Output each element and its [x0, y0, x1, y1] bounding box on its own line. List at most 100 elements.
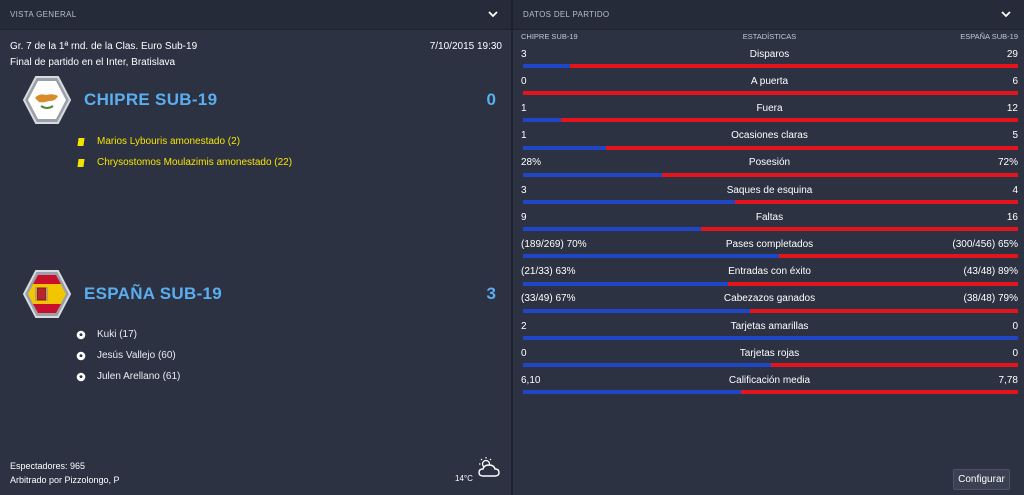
stat-bar — [523, 91, 1018, 96]
stat-bar — [523, 118, 1018, 123]
venue-label: Final de partido en el Inter, Bratislava — [10, 56, 176, 68]
stat-row: (33/49) 67% Cabezazos ganados (38/48) 79% — [521, 289, 1018, 316]
ball-icon — [76, 330, 86, 340]
stat-label: Fuera — [756, 102, 783, 114]
stat-away-value: 5 — [1012, 130, 1018, 142]
match-datetime: 7/10/2015 19:30 — [429, 40, 502, 52]
stat-bar-away — [735, 200, 1018, 204]
event-text[interactable]: Jesús Vallejo (60) — [97, 350, 176, 361]
stat-bar-away — [605, 145, 1018, 150]
stat-away-value: 7,78 — [998, 374, 1018, 386]
stat-home-value: 3 — [521, 48, 527, 60]
stat-bar-home — [523, 363, 771, 368]
stat-labels: (33/49) 67% Cabezazos ganados (38/48) 79% — [521, 289, 1018, 309]
stat-home-value: 6,10 — [521, 374, 541, 386]
stat-row: (21/33) 63% Entradas con éxito (43/48) 89% — [521, 262, 1018, 289]
competition-label: Gr. 7 de la 1ª rnd. de la Clas. Euro Sub… — [10, 40, 198, 52]
stat-away-value: 0 — [1012, 320, 1018, 332]
stat-row: 3 Saques de esquina 4 — [521, 180, 1018, 207]
stat-away-value: 0 — [1012, 347, 1018, 359]
stat-home-value: 9 — [521, 211, 527, 223]
stat-bar-away — [523, 91, 1018, 96]
stat-labels: 6,10 Calificación media 7,78 — [521, 370, 1018, 390]
stat-bar-home — [523, 336, 1018, 340]
event-text[interactable]: Kuki (17) — [97, 329, 138, 340]
stat-bar-away — [661, 172, 1018, 177]
stat-bar — [523, 390, 1018, 395]
stat-row: 0 Tarjetas rojas 0 — [521, 343, 1018, 370]
stat-bar — [523, 308, 1018, 313]
stat-bar — [523, 254, 1018, 259]
stat-away-value: 12 — [1006, 102, 1018, 114]
stat-bar-away — [561, 118, 1018, 123]
stat-row: 2 Tarjetas amarillas 0 — [521, 316, 1018, 343]
match-footer: Espectadores: 965 Arbitrado por Pizzolon… — [10, 459, 502, 487]
stat-bar-home — [523, 308, 751, 313]
stat-home-value: 28% — [521, 157, 542, 169]
event-text[interactable]: Chrysostomos Moulazimis amonestado (22) — [97, 157, 293, 168]
stat-labels: 0 Tarjetas rojas 0 — [521, 343, 1018, 363]
stat-labels: 28% Posesión 72% — [521, 153, 1018, 173]
stat-row: 0 A puerta 6 — [521, 71, 1018, 98]
attendance: Espectadores: 965 — [10, 461, 86, 471]
event-text[interactable]: Julen Arellano (61) — [97, 371, 181, 382]
stat-away-value: (43/48) 89% — [963, 266, 1018, 278]
stat-bar-away — [740, 390, 1018, 395]
panel-divider — [511, 0, 513, 495]
away-column-header: ESPAÑA SUB-19 — [960, 32, 1018, 41]
list-item: Kuki (17) — [76, 324, 496, 345]
stat-home-value: 0 — [521, 347, 527, 359]
stat-bar-home — [523, 254, 780, 259]
stat-bar — [523, 363, 1018, 368]
overview-title: VISTA GENERAL — [10, 10, 77, 19]
stat-away-value: 72% — [997, 157, 1018, 169]
stat-row: 28% Posesión 72% — [521, 153, 1018, 180]
overview-header: VISTA GENERAL — [0, 0, 511, 30]
stat-bar — [523, 281, 1018, 286]
stat-bar-away — [770, 363, 1018, 368]
stat-row: 3 Disparos 29 — [521, 44, 1018, 71]
stat-home-value: (33/49) 67% — [521, 293, 576, 305]
stat-home-value: 3 — [521, 184, 527, 196]
stat-labels: 1 Fuera 12 — [521, 98, 1018, 118]
stat-bar-home — [523, 172, 662, 177]
home-team-name[interactable]: CHIPRE SUB-19 — [84, 90, 218, 109]
event-text[interactable]: Marios Lybouris amonestado (2) — [97, 136, 241, 147]
home-team-score: 0 — [486, 90, 496, 109]
stat-away-value: 4 — [1012, 184, 1018, 196]
cyprus-badge-icon — [22, 76, 72, 124]
home-team: CHIPRE SUB-19 0 — [22, 74, 502, 126]
chevron-down-icon[interactable] — [485, 7, 501, 23]
stat-label: Cabezazos ganados — [723, 293, 816, 305]
stat-label: Faltas — [755, 211, 784, 223]
stat-away-value: (38/48) 79% — [963, 293, 1018, 305]
stats-column-header: ESTADÍSTICAS — [742, 32, 797, 41]
stat-labels: 0 A puerta 6 — [521, 71, 1018, 91]
list-item: Marios Lybouris amonestado (2) — [76, 131, 496, 152]
list-item: Chrysostomos Moulazimis amonestado (22) — [76, 152, 496, 173]
stat-home-value: 2 — [521, 320, 527, 332]
stat-label: Pases completados — [725, 238, 814, 250]
stat-label: Posesión — [748, 157, 791, 169]
referee[interactable]: Arbitrado por Pizzolongo, P — [10, 475, 120, 485]
stat-label: Entradas con éxito — [728, 266, 811, 278]
yellow-card-icon — [76, 137, 86, 147]
stats-column-headers: CHIPRE SUB-19 ESTADÍSTICAS ESPAÑA SUB-19 — [521, 31, 1018, 42]
stat-bar — [523, 145, 1018, 150]
away-team: ESPAÑA SUB-19 3 — [22, 268, 502, 320]
away-team-name[interactable]: ESPAÑA SUB-19 — [84, 284, 223, 303]
stat-label: Tarjetas rojas — [739, 347, 800, 359]
stat-away-value: (300/456) 65% — [952, 238, 1018, 250]
chevron-down-icon[interactable] — [998, 7, 1014, 23]
yellow-card-icon — [76, 158, 86, 168]
ball-icon — [76, 372, 86, 382]
stat-bar — [523, 336, 1018, 340]
stat-home-value: (189/269) 70% — [521, 238, 587, 250]
stat-bar-home — [523, 200, 736, 204]
stat-label: Disparos — [749, 48, 790, 60]
stat-label: Saques de esquina — [726, 184, 813, 196]
stat-away-value: 29 — [1006, 48, 1018, 60]
match-stats-header: DATOS DEL PARTIDO — [513, 0, 1024, 30]
overview-panel: VISTA GENERAL Gr. 7 de la 1ª rnd. de la … — [0, 0, 511, 495]
configure-button[interactable]: Configurar — [953, 469, 1010, 490]
